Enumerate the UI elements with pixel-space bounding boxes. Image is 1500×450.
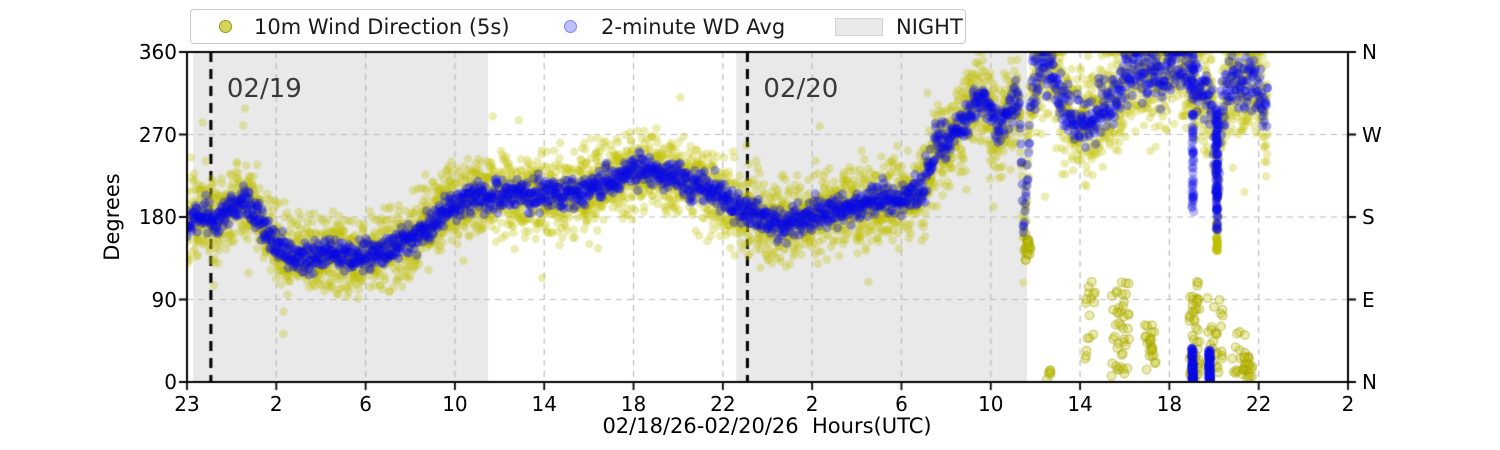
legend-item-avg: 2-minute WD Avg — [564, 10, 785, 43]
y-tick-label: 0 — [164, 370, 177, 394]
x-tick-label: 6 — [359, 392, 372, 416]
x-tick-label: 6 — [895, 392, 908, 416]
compass-tick-label: S — [1362, 205, 1375, 229]
date-annotation: 02/19 — [226, 74, 302, 104]
x-tick-label: 22 — [710, 392, 736, 416]
legend-label-avg: 2-minute WD Avg — [601, 14, 786, 39]
y-axis-label: Degrees — [100, 173, 124, 261]
date-annotation: 02/20 — [763, 74, 839, 104]
legend-item-raw: 10m Wind Direction (5s) — [219, 10, 510, 43]
x-tick-label: 18 — [620, 392, 647, 416]
compass-tick-label: E — [1362, 287, 1375, 312]
y-tick-label: 90 — [151, 287, 177, 312]
legend: 10m Wind Direction (5s) 2-minute WD Avg … — [190, 9, 966, 44]
y-tick-label: 270 — [138, 122, 177, 147]
y-tick-label: 180 — [138, 205, 177, 229]
x-tick-label: 22 — [1245, 392, 1272, 416]
x-tick-label: 10 — [978, 392, 1004, 416]
x-tick-label: 23 — [174, 392, 200, 416]
x-tick-label: 2 — [805, 392, 819, 416]
x-tick-label: 2 — [269, 392, 283, 416]
x-tick-label: 2 — [1341, 392, 1355, 416]
avg-series-marker-icon — [564, 20, 577, 33]
x-tick-label: 10 — [442, 392, 468, 416]
compass-tick-label: N — [1362, 40, 1377, 64]
compass-tick-label: W — [1362, 122, 1382, 147]
legend-item-night: NIGHT — [835, 10, 963, 43]
x-axis-label: 02/18/26-02/20/26 Hours(UTC) — [602, 414, 932, 438]
y-tick-label: 360 — [138, 40, 177, 64]
night-patch-icon — [835, 17, 883, 36]
x-tick-label: 14 — [1067, 392, 1093, 416]
legend-label-raw: 10m Wind Direction (5s) — [254, 14, 510, 39]
compass-tick-label: N — [1362, 370, 1377, 394]
x-tick-label: 18 — [1156, 392, 1183, 416]
legend-label-night: NIGHT — [896, 14, 963, 39]
x-tick-label: 14 — [531, 392, 557, 416]
raw-series-marker-icon — [219, 20, 232, 33]
